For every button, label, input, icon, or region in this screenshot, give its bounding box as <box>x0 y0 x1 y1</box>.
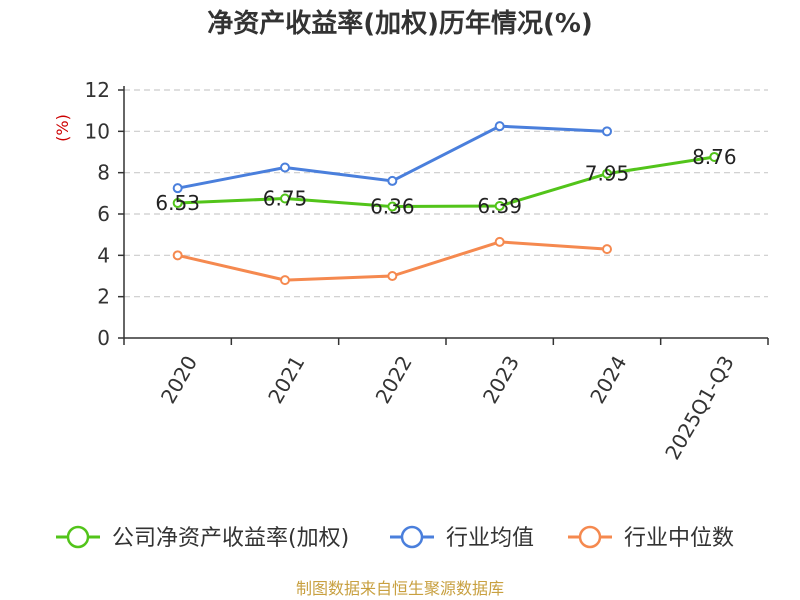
data-point <box>709 151 720 162</box>
x-tick-label: 2021 <box>263 352 309 408</box>
legend-label: 行业均值 <box>446 526 534 551</box>
data-point <box>172 250 183 261</box>
series-line <box>177 155 715 209</box>
data-point <box>387 271 398 281</box>
axes: 0 2 4 6 8 10 12 2020 2021 2022 2023 2024 2025Q1-Q3 <box>85 78 769 464</box>
legend-item-1: 行业均值 <box>390 525 534 551</box>
legend-label: 行业中位数 <box>624 526 734 551</box>
y-tick-label: 12 <box>85 78 110 102</box>
data-point <box>494 236 505 247</box>
data-label: 8.76 <box>692 145 737 169</box>
source-note: 制图数据来自恒生聚源数据库 <box>296 579 504 598</box>
series-1 <box>172 121 612 194</box>
legend-label: 公司净资产收益率(加权) <box>112 526 349 551</box>
x-tick-label: 2023 <box>478 351 524 407</box>
data-labels: 6.53 6.75 6.36 6.39 7.95 8.76 <box>155 145 736 219</box>
data-point <box>602 244 612 255</box>
y-tick-label: 8 <box>97 161 110 185</box>
data-point <box>602 168 612 179</box>
data-point <box>280 162 290 173</box>
data-point <box>494 121 505 132</box>
data-point <box>494 200 505 211</box>
legend-item-0: 公司净资产收益率(加权) <box>56 525 349 551</box>
legend-marker <box>66 525 90 549</box>
series-layer <box>172 121 720 286</box>
y-tick-label: 2 <box>97 285 110 309</box>
data-label: 6.39 <box>477 194 522 218</box>
legend-marker <box>400 525 424 549</box>
y-tick-label: 10 <box>85 119 110 143</box>
x-tick-label: 2022 <box>371 352 417 408</box>
x-tick-label: 2020 <box>156 352 202 408</box>
y-tick-label: 6 <box>97 202 110 226</box>
data-label: 6.75 <box>263 187 308 211</box>
legend-marker <box>578 525 602 549</box>
y-tick-label: 0 <box>97 326 110 350</box>
data-point <box>387 175 398 186</box>
chart-title: 净资产收益率(加权)历年情况(%) <box>207 8 593 39</box>
y-axis-label: (%) <box>53 114 72 142</box>
y-tick-label: 4 <box>97 243 110 267</box>
data-point <box>602 126 612 137</box>
legend: 公司净资产收益率(加权) 行业均值 行业中位数 <box>56 525 734 551</box>
data-label: 7.95 <box>585 162 630 186</box>
data-label: 6.36 <box>370 195 415 219</box>
data-label: 6.53 <box>155 191 200 215</box>
series-2 <box>172 236 612 286</box>
data-point <box>172 198 183 209</box>
data-point <box>280 193 290 204</box>
grid <box>124 89 768 298</box>
x-tick-label: 2024 <box>585 352 631 408</box>
data-point <box>387 201 398 212</box>
legend-item-2: 行业中位数 <box>568 525 734 551</box>
data-point <box>280 275 290 286</box>
x-tick-label: 2025Q1-Q3 <box>660 352 739 464</box>
data-point <box>172 183 183 194</box>
series-0 <box>172 151 720 212</box>
